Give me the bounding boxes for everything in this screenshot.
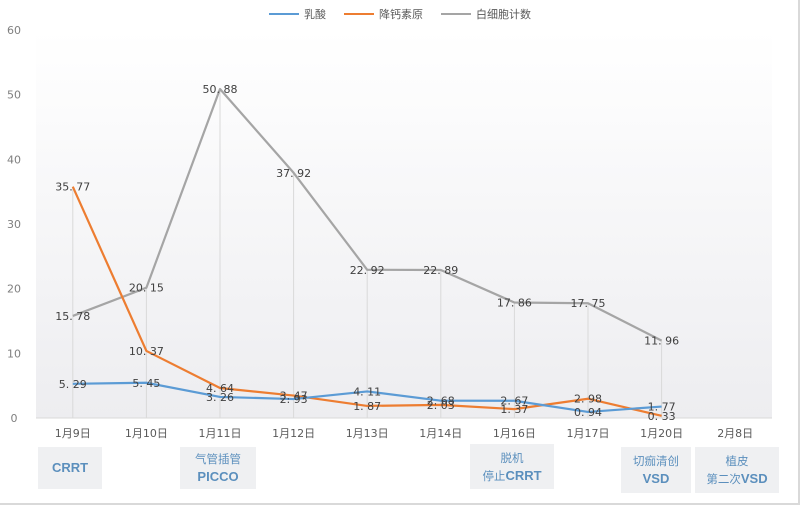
event-label: 植皮 [725,454,749,468]
event-wean-stop-crrt: 脱机 停止CRRT [470,444,554,489]
data-label: 37. 92 [276,167,311,180]
data-labels: 5. 29 5. 45 3. 26 2. 93 4. 11 2. 68 2. 67 0. 94… [55,83,679,423]
x-tick-label: 1月16日 [493,427,536,440]
x-tick-label: 1月17日 [567,427,610,440]
series-line [72,87,663,342]
data-label: 5. 45 [132,377,160,390]
event-label: VSD [740,471,768,486]
data-label: 35. 77 [55,181,90,194]
data-label: 20. 15 [129,282,164,295]
event-label: 第二次 [706,472,741,486]
data-label: 1. 87 [353,400,381,413]
data-label: 17. 75 [571,297,606,310]
event-label: CRRT [505,467,542,483]
legend-label: 乳酸 [304,8,326,21]
plot-area [36,30,772,418]
x-tick-label: 2月8日 [717,427,753,440]
y-tick-label: 20 [7,283,21,296]
data-label: 50. 88 [203,83,238,96]
data-label: 22. 92 [350,264,385,277]
x-tick-label: 1月12日 [272,427,315,440]
data-label: 1. 37 [500,403,528,416]
legend-item-wbc[interactable]: 白细胞计数 [441,6,531,22]
data-label: 2. 03 [427,399,455,412]
legend-item-lactate[interactable]: 乳酸 [269,6,326,22]
legend-swatch-procalcitonin [344,13,374,15]
legend-swatch-wbc [441,13,471,15]
legend-swatch-lactate [269,13,299,15]
event-label: 脱机 [500,450,524,465]
x-axis: 1月9日 1月10日 1月11日 1月12日 1月13日 1月14日 1月16日 1月17日 1… [55,427,753,440]
event-skin-graft-vsd: 植皮 第二次VSD [695,447,779,493]
data-label: 3. 47 [280,390,308,403]
data-label: 4. 64 [206,382,234,395]
x-tick-label: 1月11日 [199,427,242,440]
data-label: 2. 93 [280,393,308,406]
data-label: 4. 11 [353,385,381,398]
data-label: 17. 86 [497,297,532,310]
y-tick-label: 30 [7,218,21,231]
data-label: 3. 26 [206,391,234,404]
legend-item-procalcitonin[interactable]: 降钙素原 [344,6,423,22]
data-label: 2. 98 [574,393,602,406]
event-label: PICCO [197,469,239,484]
data-label: 0. 33 [648,410,676,423]
event-label: CRRT [51,460,89,475]
event-label: VSD [642,471,670,486]
x-tick-label: 1月14日 [419,427,462,440]
data-label: 11. 96 [644,335,679,348]
x-tick-label: 1月13日 [346,427,389,440]
data-label: 10. 37 [129,345,164,358]
x-tick-label: 1月20日 [640,427,683,440]
y-tick-label: 10 [7,347,21,360]
series-line [72,381,662,414]
event-crrt: CRRT [38,447,102,489]
x-tick-label: 1月10日 [125,427,168,440]
y-axis: 0 10 20 30 40 50 60 [7,24,21,425]
y-tick-label: 60 [7,24,21,37]
series-line [71,186,662,417]
data-label: 2. 67 [500,395,528,408]
data-label: 22. 89 [423,264,458,277]
data-label: 2. 68 [427,395,455,408]
legend: 乳酸 降钙素原 白细胞计数 [0,6,800,22]
x-tick-label: 1月9日 [55,427,91,440]
legend-label: 降钙素原 [379,8,423,21]
y-tick-label: 50 [7,89,21,102]
data-label: 0. 94 [574,406,602,419]
data-label: 15. 78 [55,310,90,323]
event-label: 切痂清创 [633,454,679,468]
y-tick-label: 0 [11,412,18,425]
event-label: 停止 [482,468,506,483]
y-tick-label: 40 [7,153,21,166]
event-debridement-vsd: 切痂清创 VSD [621,447,691,493]
legend-label: 白细胞计数 [476,8,531,21]
data-label: 5. 29 [59,378,87,391]
event-intubation-picco: 气管插管 PICCO [180,447,256,489]
series-lines [71,87,663,417]
data-label: 1. 77 [648,401,676,414]
event-label: 气管插管 [195,452,241,466]
